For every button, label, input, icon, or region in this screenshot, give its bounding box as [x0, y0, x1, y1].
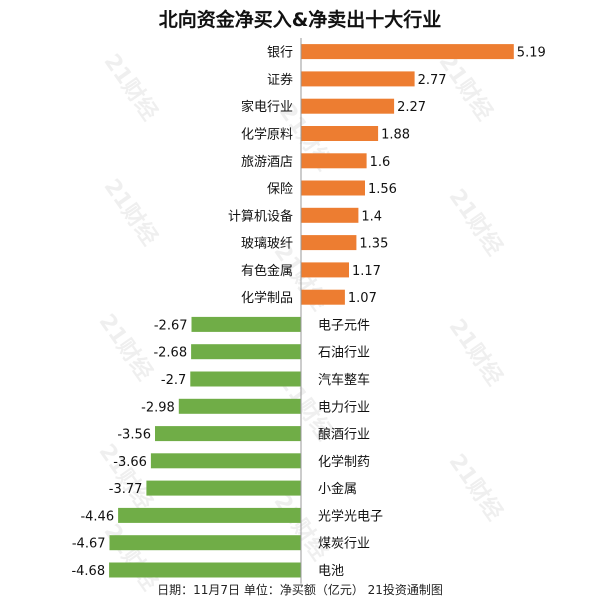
category-label-20: 电池 — [318, 564, 344, 579]
bar-10 — [301, 289, 345, 305]
value-label-3: 2.27 — [397, 100, 426, 115]
bar-19 — [109, 535, 301, 551]
category-label-11: 电子元件 — [318, 318, 370, 333]
category-label-12: 石油行业 — [318, 346, 370, 361]
bar-16 — [150, 453, 301, 469]
bar-7 — [301, 207, 359, 223]
bar-1 — [301, 44, 514, 60]
bar-11 — [191, 316, 301, 332]
category-label-16: 化学制药 — [318, 454, 370, 470]
category-label-14: 电力行业 — [318, 400, 370, 415]
category-label-1: 银行 — [267, 46, 293, 61]
bar-14 — [178, 398, 301, 414]
value-label-2: 2.77 — [418, 73, 447, 88]
value-label-9: 1.17 — [352, 264, 381, 279]
value-label-17: -3.77 — [109, 482, 143, 497]
value-label-13: -2.7 — [161, 373, 186, 388]
bar-15 — [155, 426, 301, 442]
category-label-9: 有色金属 — [241, 263, 293, 279]
value-label-15: -3.56 — [117, 428, 151, 443]
value-label-18: -4.46 — [80, 509, 114, 524]
category-label-4: 化学原料 — [241, 127, 293, 143]
chart-title: 北向资金净买入&净卖出十大行业 — [158, 9, 442, 31]
bar-12 — [191, 344, 301, 360]
category-label-18: 光学光电子 — [318, 508, 383, 524]
bar-5 — [301, 153, 367, 169]
value-label-12: -2.68 — [153, 346, 187, 361]
bar-4 — [301, 126, 379, 141]
bar-18 — [118, 507, 301, 523]
category-label-10: 化学制品 — [241, 290, 293, 306]
value-label-5: 1.6 — [370, 155, 391, 170]
value-label-19: -4.67 — [72, 537, 106, 552]
category-label-5: 旅游酒店 — [241, 155, 293, 170]
bar-8 — [301, 235, 357, 251]
bar-17 — [146, 480, 301, 496]
value-label-8: 1.35 — [359, 237, 388, 252]
category-label-15: 酿酒行业 — [318, 427, 370, 443]
value-label-16: -3.66 — [113, 455, 147, 470]
category-label-3: 家电行业 — [241, 99, 293, 115]
category-label-19: 煤炭行业 — [318, 537, 370, 552]
bar-6 — [301, 180, 365, 196]
bar-3 — [301, 98, 395, 114]
category-label-2: 证券 — [267, 72, 293, 88]
bar-2 — [301, 71, 415, 87]
value-label-4: 1.88 — [381, 128, 410, 143]
bar-9 — [301, 262, 349, 278]
bar-20 — [109, 562, 301, 578]
category-label-6: 保险 — [267, 182, 293, 197]
value-label-1: 5.19 — [517, 46, 546, 61]
value-label-10: 1.07 — [348, 291, 377, 306]
category-label-8: 玻璃玻纤 — [241, 237, 293, 252]
bar-13 — [190, 371, 301, 387]
value-label-20: -4.68 — [71, 564, 105, 579]
value-label-11: -2.67 — [154, 318, 188, 333]
category-label-7: 计算机设备 — [228, 208, 293, 224]
value-label-6: 1.56 — [368, 182, 397, 197]
category-label-13: 汽车整车 — [318, 372, 370, 388]
category-label-17: 小金属 — [318, 481, 357, 497]
value-label-7: 1.4 — [361, 209, 382, 224]
value-label-14: -2.98 — [141, 400, 175, 415]
chart-footer: 日期：11月7日 单位：净买额（亿元） 21投资通制图 — [157, 583, 443, 597]
